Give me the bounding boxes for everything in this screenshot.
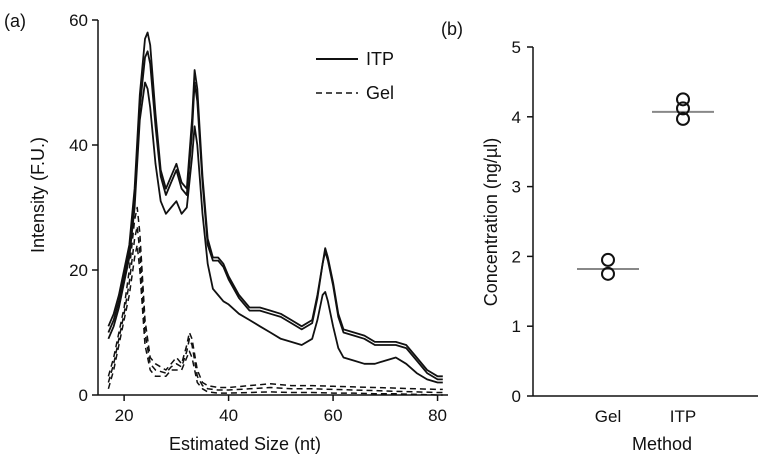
- series-line-itp-1: [107, 31, 443, 378]
- panel-a-x-tick-label: 80: [428, 406, 447, 425]
- series-line-gel-6: [107, 244, 443, 396]
- panel-a-x-tick-label: 60: [324, 406, 343, 425]
- panel-b-plot-area: 0 1 2 3 4 5 Gel ITP: [512, 38, 758, 426]
- panel-a-plot-area: 0 20 40 60 20 40 60 80: [69, 11, 448, 425]
- panel-a-y-tick-label: 40: [69, 136, 88, 155]
- series-line-itp-2: [107, 50, 443, 381]
- data-point-itp: [676, 101, 690, 116]
- panel-a-xlabel: Estimated Size (nt): [169, 434, 321, 454]
- legend-gel-label: Gel: [366, 83, 394, 103]
- panel-b: (b) 0 1 2 3 4 5 Gel ITP Method Concentration (n…: [441, 19, 758, 454]
- panel-a-y-tick-label: 0: [79, 386, 88, 405]
- panel-b-y-tick-label: 2: [512, 247, 521, 266]
- panel-b-y-tick-label: 0: [512, 387, 521, 406]
- panel-b-ylabel: Concentration (ng/µl): [481, 138, 501, 306]
- panel-b-x-tick-label: Gel: [595, 407, 621, 426]
- panel-a-legend: ITP Gel: [316, 49, 394, 103]
- panel-a-ylabel: Intensity (F.U.): [28, 137, 48, 253]
- panel-a-y-tick-label: 60: [69, 11, 88, 30]
- series-line-gel-4: [107, 206, 443, 391]
- series-line-gel-5: [107, 225, 443, 394]
- panel-b-x-tick-label: ITP: [670, 407, 696, 426]
- series-line-itp-3: [107, 81, 443, 384]
- panel-b-y-tick-label: 3: [512, 178, 521, 197]
- data-point-gel: [601, 252, 615, 267]
- panel-a-x-tick-label: 40: [219, 406, 238, 425]
- legend-itp-label: ITP: [366, 49, 394, 69]
- panel-b-y-tick-label: 1: [512, 317, 521, 336]
- data-point-gel: [601, 266, 615, 281]
- panel-b-y-tick-label: 4: [512, 108, 521, 127]
- panel-a-y-tick-label: 20: [69, 261, 88, 280]
- data-point-itp: [676, 111, 690, 126]
- panel-a-label: (a): [4, 11, 26, 31]
- panel-b-y-tick-label: 5: [512, 38, 521, 57]
- data-point-itp: [676, 92, 690, 107]
- panel-b-xlabel: Method: [632, 434, 692, 454]
- panel-b-label: (b): [441, 19, 463, 39]
- panel-a-x-tick-label: 20: [115, 406, 134, 425]
